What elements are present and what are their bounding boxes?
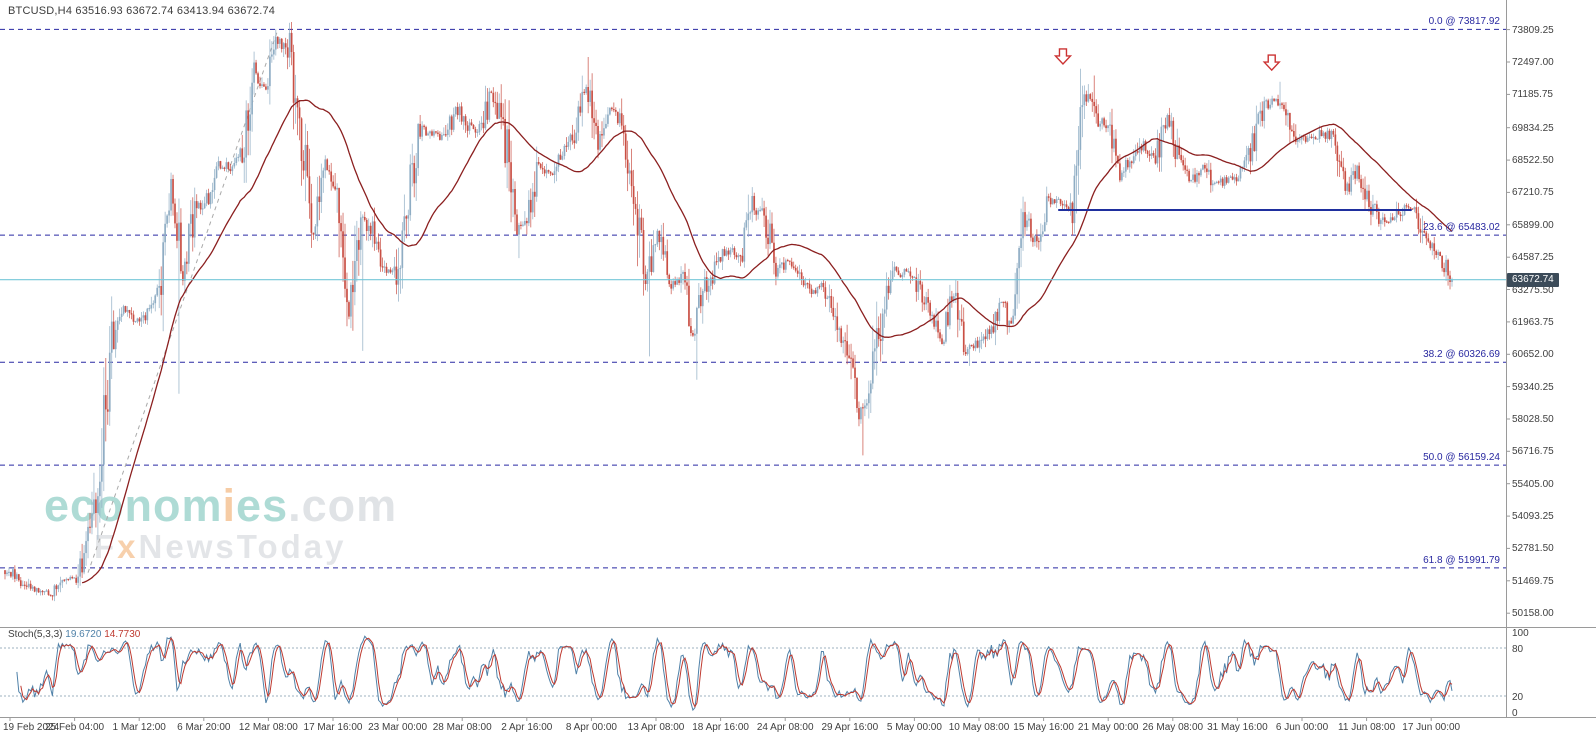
moving-average-line	[81, 99, 1453, 584]
stoch-indicator-label: Stoch(5,3,3) 19.6720 14.7730	[8, 629, 140, 640]
candles-up-series	[6, 22, 1453, 602]
stoch-value-signal: 14.7730	[104, 629, 141, 640]
dashed-diagonal-trendline[interactable]	[87, 29, 279, 573]
fibonacci-lines[interactable]	[0, 28, 1506, 569]
candles-down-series	[4, 22, 1451, 601]
current-price-badge: 63672.74	[1507, 272, 1559, 287]
down-arrow-icon[interactable]	[1053, 48, 1073, 65]
symbol-ohlc-header: BTCUSD,H4 63516.93 63672.74 63413.94 636…	[8, 5, 276, 17]
stoch-signal-line	[20, 636, 1453, 708]
stoch-main-line	[16, 635, 1453, 712]
stoch-value-main: 19.6720	[65, 629, 102, 640]
down-arrow-icon[interactable]	[1262, 54, 1281, 72]
stoch-indicator-name: Stoch(5,3,3)	[8, 629, 63, 640]
